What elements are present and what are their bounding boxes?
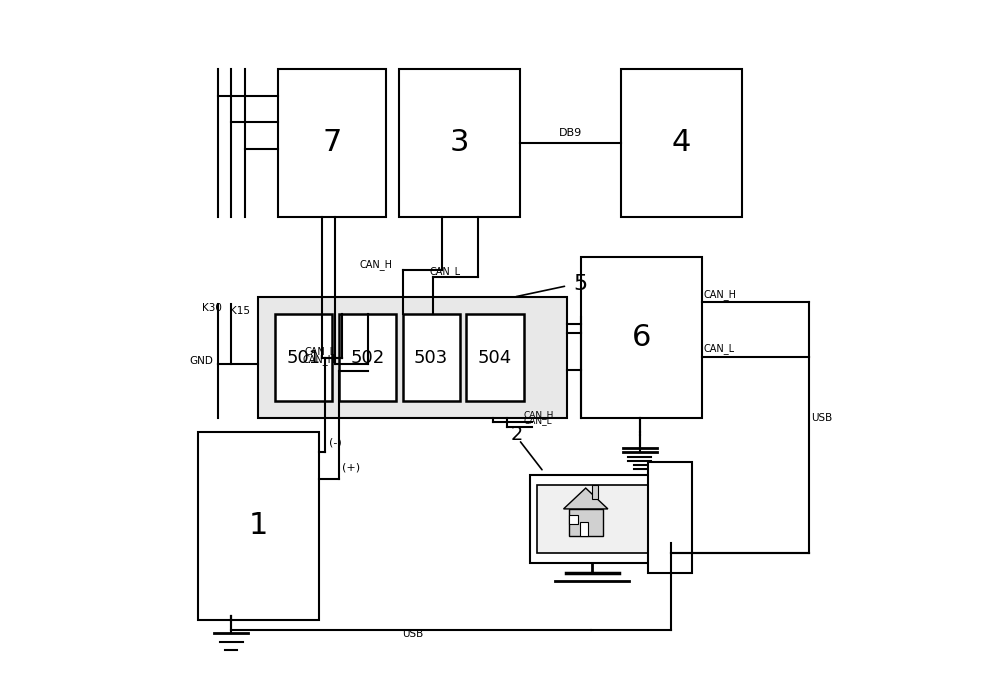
Text: CAN_L: CAN_L [703, 344, 734, 354]
FancyBboxPatch shape [198, 431, 318, 620]
Text: 7: 7 [322, 128, 342, 157]
Text: CAN_H: CAN_H [302, 354, 335, 365]
FancyBboxPatch shape [569, 509, 603, 536]
Text: (+): (+) [342, 462, 360, 472]
FancyBboxPatch shape [580, 522, 588, 536]
FancyBboxPatch shape [569, 515, 578, 524]
Text: 6: 6 [631, 323, 651, 352]
Text: 5: 5 [574, 274, 588, 294]
FancyBboxPatch shape [275, 314, 332, 402]
Polygon shape [564, 488, 608, 509]
Text: GND: GND [189, 356, 213, 367]
Text: CAN_H: CAN_H [703, 289, 736, 300]
Text: USB: USB [811, 413, 832, 423]
FancyBboxPatch shape [592, 485, 598, 499]
Text: CAN_H: CAN_H [524, 410, 554, 418]
Text: 504: 504 [478, 349, 512, 367]
Text: 2: 2 [511, 425, 523, 444]
Text: (-): (-) [329, 437, 341, 447]
Text: 501: 501 [286, 349, 320, 367]
Text: 4: 4 [672, 128, 691, 157]
Text: USB: USB [402, 628, 423, 639]
Text: K15: K15 [230, 306, 250, 316]
Text: CAN_L: CAN_L [524, 416, 552, 425]
FancyBboxPatch shape [530, 475, 655, 563]
FancyBboxPatch shape [399, 69, 520, 217]
Text: DB9: DB9 [559, 128, 582, 138]
Text: 1: 1 [248, 511, 268, 540]
FancyBboxPatch shape [581, 256, 702, 418]
FancyBboxPatch shape [621, 69, 742, 217]
Text: K30: K30 [202, 302, 222, 313]
Text: 503: 503 [414, 349, 448, 367]
Text: CAN_L: CAN_L [304, 346, 335, 357]
Text: CAN_L: CAN_L [429, 266, 461, 277]
FancyBboxPatch shape [339, 314, 396, 402]
FancyBboxPatch shape [278, 69, 386, 217]
Text: CAN_H: CAN_H [359, 259, 392, 270]
Text: 3: 3 [450, 128, 469, 157]
FancyBboxPatch shape [537, 485, 648, 553]
Text: 502: 502 [350, 349, 384, 367]
FancyBboxPatch shape [403, 314, 460, 402]
FancyBboxPatch shape [648, 462, 692, 573]
FancyBboxPatch shape [466, 314, 524, 402]
FancyBboxPatch shape [258, 297, 567, 418]
